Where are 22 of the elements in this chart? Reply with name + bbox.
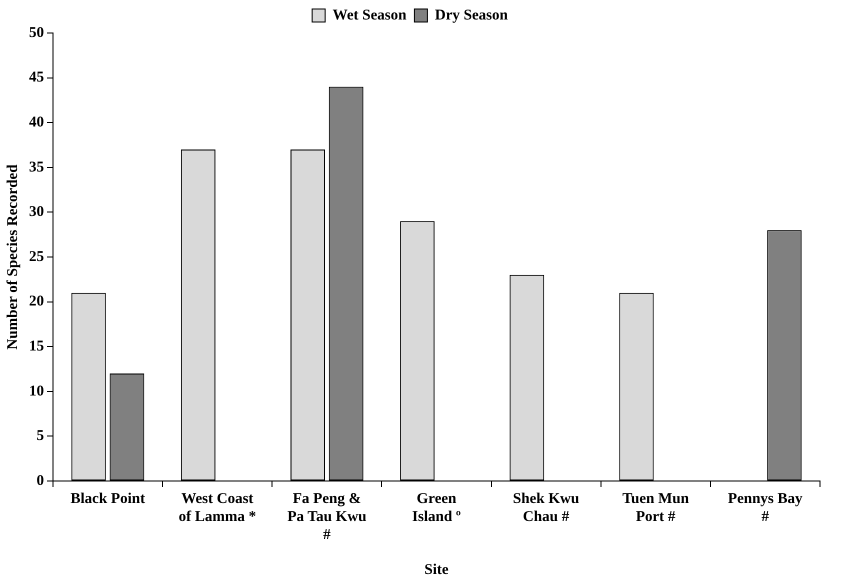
x-tick-label: Shek Kwu Chau # [512, 490, 580, 525]
y-tick-label: 45 [29, 70, 44, 86]
y-tick-label: 30 [29, 204, 44, 220]
y-tick-label: 40 [29, 114, 44, 130]
x-tick-label: Tuen Mun Port # [622, 490, 690, 525]
y-tick-label: 15 [29, 338, 44, 354]
x-tick-label: West Coast of Lamma * [178, 490, 256, 525]
y-tick-label: 5 [36, 428, 44, 444]
y-tick-label: 10 [29, 383, 44, 400]
legend-label: Dry Season [434, 7, 508, 24]
y-tick-label: 35 [29, 159, 44, 176]
x-tick-label: Pennys Bay # [728, 490, 804, 525]
y-tick-label: 25 [29, 248, 44, 265]
y-tick-label: 20 [29, 294, 44, 310]
y-tick-label: 50 [29, 24, 44, 41]
x-tick-label: Black Point [70, 490, 146, 507]
x-tick-label: Fa Peng & Pa Tau Kwu # [287, 490, 367, 543]
x-tick-label: Green Island º [412, 490, 461, 525]
legend-label: Wet Season [332, 7, 408, 24]
y-tick-label: 0 [36, 472, 44, 489]
x-axis-title: Site [424, 562, 449, 578]
y-axis-title: Number of Species Recorded [4, 164, 21, 350]
